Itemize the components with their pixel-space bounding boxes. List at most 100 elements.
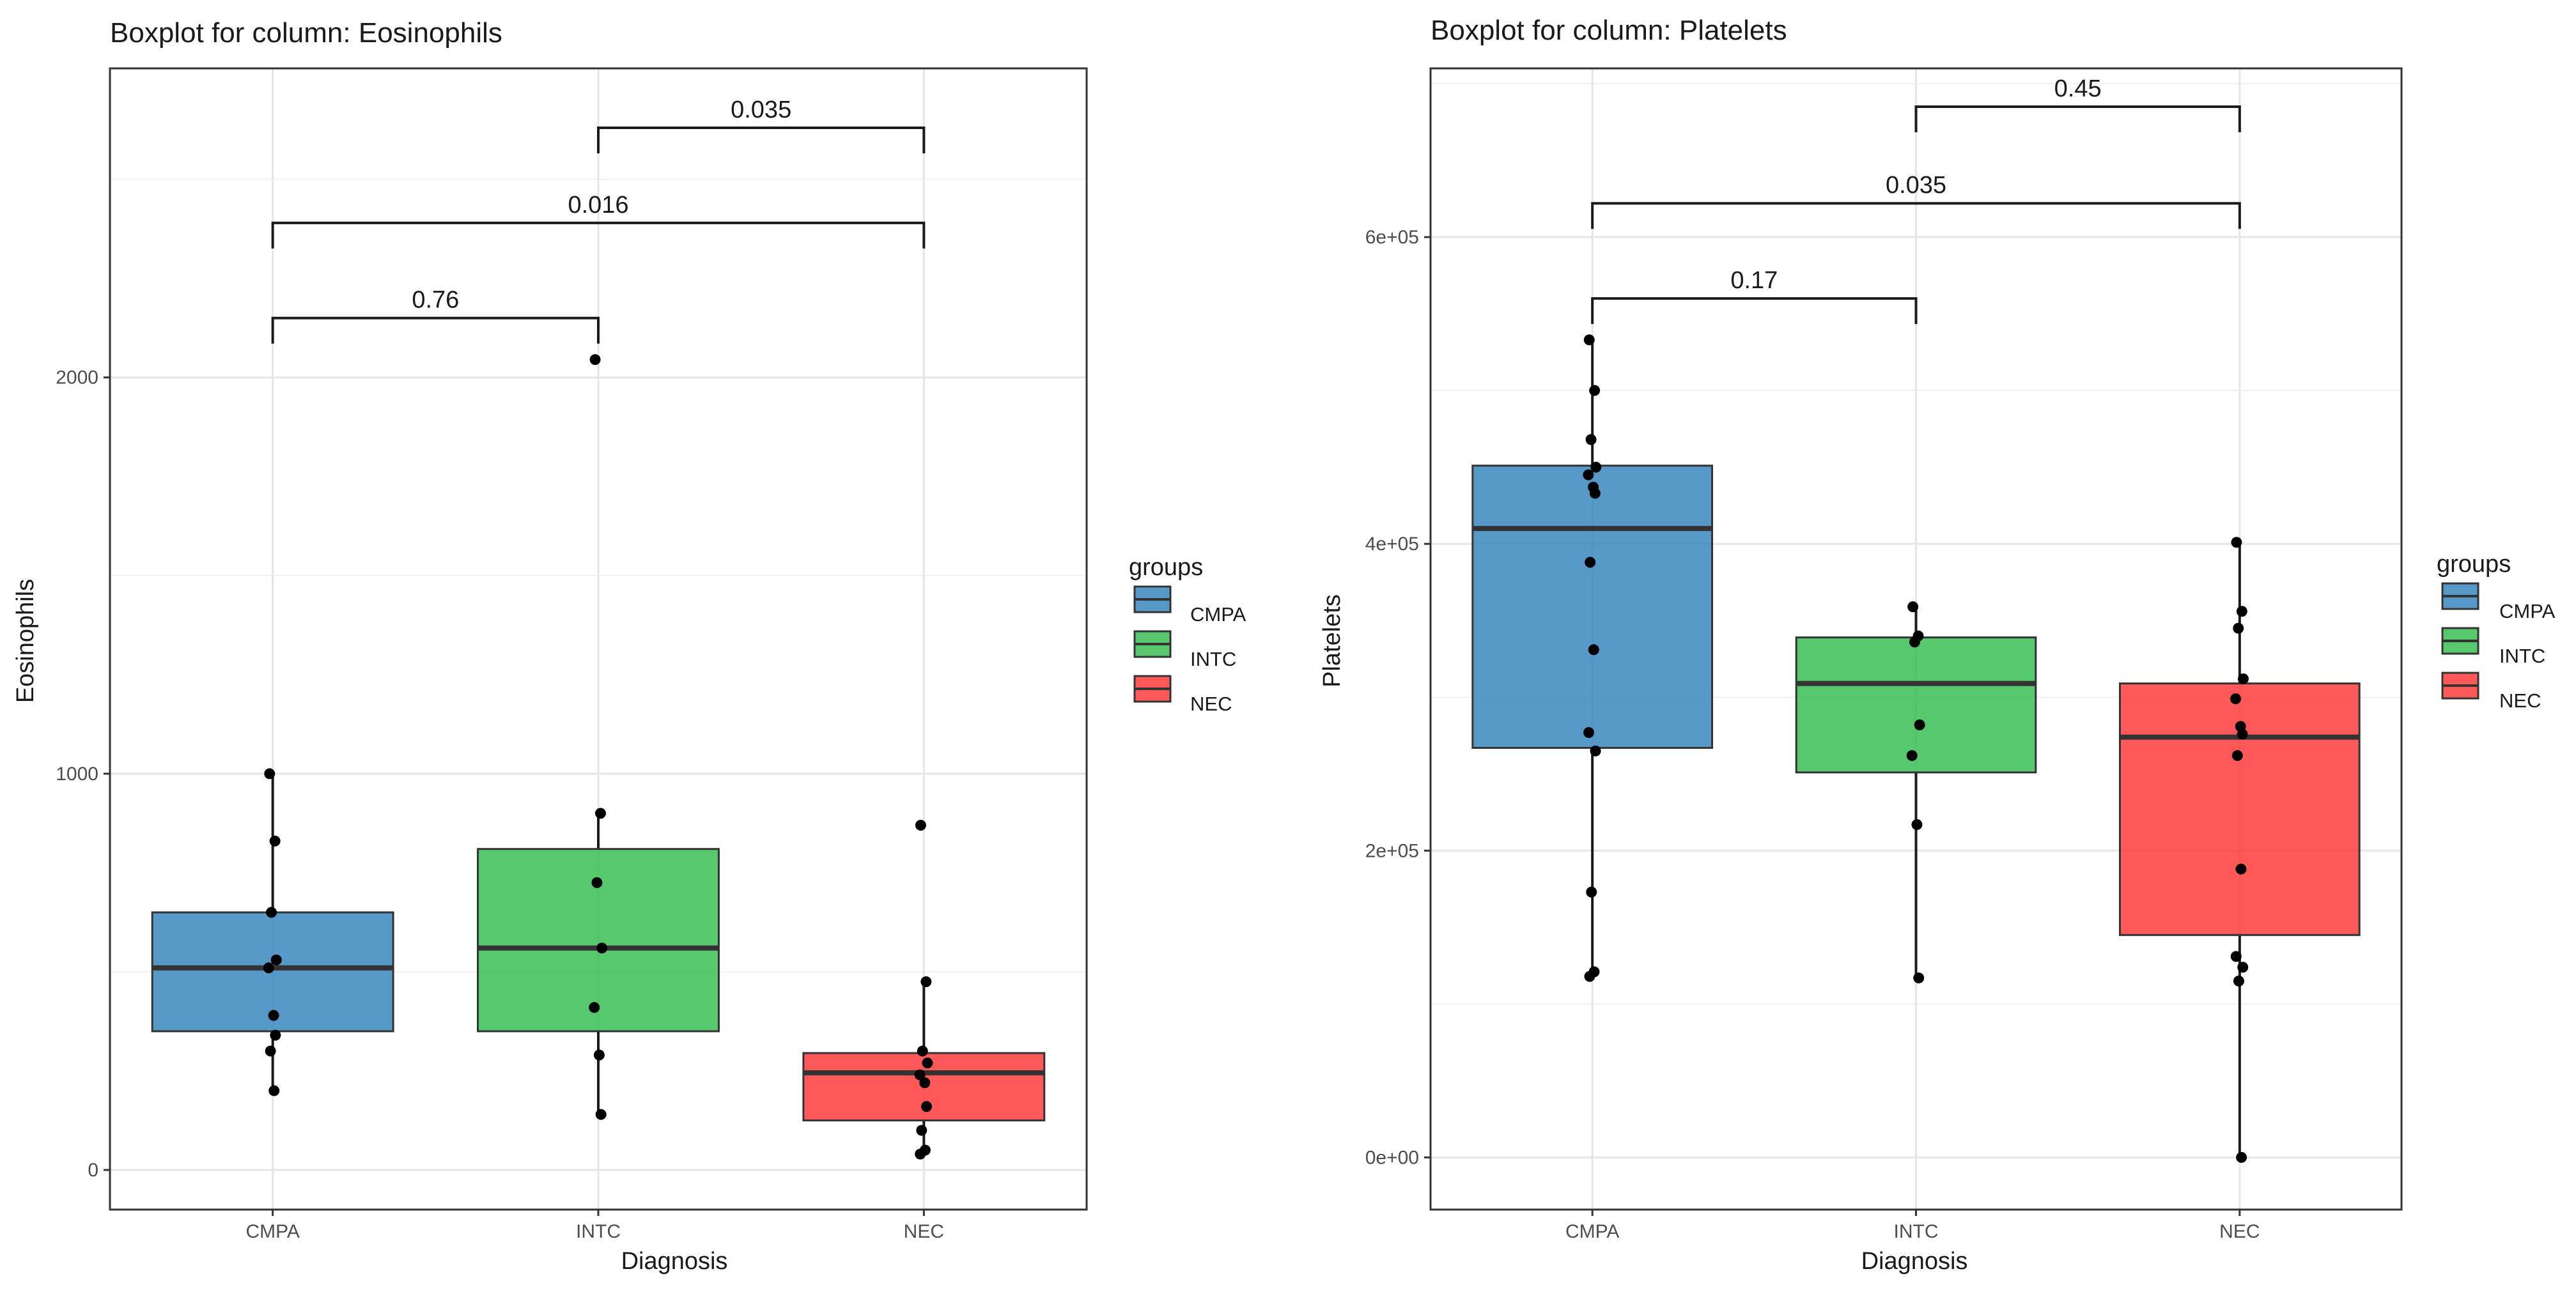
data-point [589,1002,600,1013]
data-point [270,1029,281,1041]
data-point [1585,557,1596,568]
p-value-label: 0.76 [412,287,459,314]
legend-label-cmpa: CMPA [2499,600,2556,622]
x-tick-label: CMPA [1565,1221,1619,1242]
data-point [2236,606,2247,617]
x-tick-label: NEC [904,1221,944,1242]
comparison-bracket: 0.035 [597,96,926,154]
comparison-bracket: 0.035 [1591,172,2241,229]
legend-label-nec: NEC [2499,689,2541,712]
data-point [914,1069,926,1081]
x-tick-label: NEC [2219,1221,2260,1242]
comparison-bracket: 0.17 [1591,267,1918,325]
data-point [1583,727,1595,738]
data-point [2236,1151,2247,1163]
data-point [1585,434,1597,445]
data-point [919,1077,931,1089]
data-point [1586,886,1597,898]
y-tick-label: 2e+05 [1365,840,1419,861]
data-point [268,1085,280,1096]
x-axis-title: Diagnosis [1861,1248,1968,1275]
comparison-bracket: 0.45 [1914,75,2241,133]
chart-title: Boxplot for column: Platelets [1431,15,1787,46]
data-point [920,976,932,987]
p-value-label: 0.035 [1886,172,1946,199]
x-tick-label: INTC [1894,1221,1939,1242]
y-tick-label: 0 [88,1160,98,1181]
data-point [263,962,274,974]
y-tick-label: 4e+05 [1365,534,1419,555]
legend-key-cmpa [1133,585,1172,613]
data-point [1583,334,1595,346]
plot-border [1429,67,2403,1211]
legend-key-intc [2441,627,2479,655]
data-point [270,954,282,965]
data-point [2230,693,2242,705]
data-point [1914,719,1925,730]
x-tick-label: CMPA [245,1221,299,1242]
y-axis-title: Eosinophils [12,579,39,703]
platelets-chart: Boxplot for column: Platelets 0e+00 2e+05… [1319,15,2556,1275]
legend-key-intc [1133,630,1172,658]
data-point [2233,975,2244,987]
box-cmpa [151,768,394,1096]
data-point [596,942,608,954]
y-axis-title: Platelets [1319,594,1346,688]
data-point [915,819,926,831]
y-tick-label: 0e+00 [1365,1147,1419,1168]
data-point [264,768,275,780]
x-tick-label: INTC [576,1221,621,1242]
legend-label-intc: INTC [1190,648,1236,670]
data-point [589,354,601,365]
plot-border [109,67,1088,1211]
comparison-bracket: 0.016 [271,192,926,249]
box-intc [477,354,720,1120]
legend-title: groups [1129,554,1203,581]
p-value-label: 0.016 [568,192,628,219]
y-tick-label: 2000 [56,367,98,388]
data-point [269,835,281,847]
eosinophils-chart: Boxplot for column: Eosinophils 0 1000 200… [12,17,1246,1275]
legend-key-cmpa [2441,582,2479,610]
box-cmpa [1471,334,1714,982]
data-point [2230,951,2242,962]
data-point [265,1045,276,1057]
data-point [2233,622,2244,634]
data-point [1583,469,1594,481]
data-point [2231,537,2242,548]
bracket-line [597,127,926,154]
p-value-label: 0.17 [1730,267,1778,294]
y-tick-label: 6e+05 [1365,227,1419,248]
data-point [2231,750,2243,761]
data-point [1907,601,1919,613]
legend-label-nec: NEC [1190,693,1232,715]
data-point [1906,750,1918,761]
data-point [2237,962,2249,973]
data-point [922,1057,933,1069]
legend-label-cmpa: CMPA [1190,603,1246,626]
data-point [268,1010,279,1021]
box-iqr [1471,465,1714,749]
data-point [593,1049,605,1061]
data-point [1588,644,1599,656]
data-point [1913,973,1925,984]
legend-label-intc: INTC [2499,645,2545,667]
legend: groups CMPA INTC NEC [2437,551,2556,712]
data-point [266,907,277,918]
plot-area: 0e+00 2e+05 4e+05 6e+05 CMPA INTC NEC 0.17 0.035… [1365,67,2403,1242]
bracket-line [1591,297,1918,325]
plot-area: 0 1000 2000 CMPA INTC NEC 0.76 0.016 0.035 [56,67,1088,1242]
bracket-line [271,221,926,249]
data-point [915,1148,926,1160]
chart-title: Boxplot for column: Eosinophils [110,17,502,49]
data-point [916,1125,927,1136]
data-point [591,877,603,888]
p-value-label: 0.45 [2054,75,2102,102]
data-point [1911,819,1923,830]
box-nec [2118,537,2361,1163]
box-nec [802,819,1046,1160]
legend-title: groups [2437,551,2511,578]
y-tick-label: 1000 [56,764,98,785]
